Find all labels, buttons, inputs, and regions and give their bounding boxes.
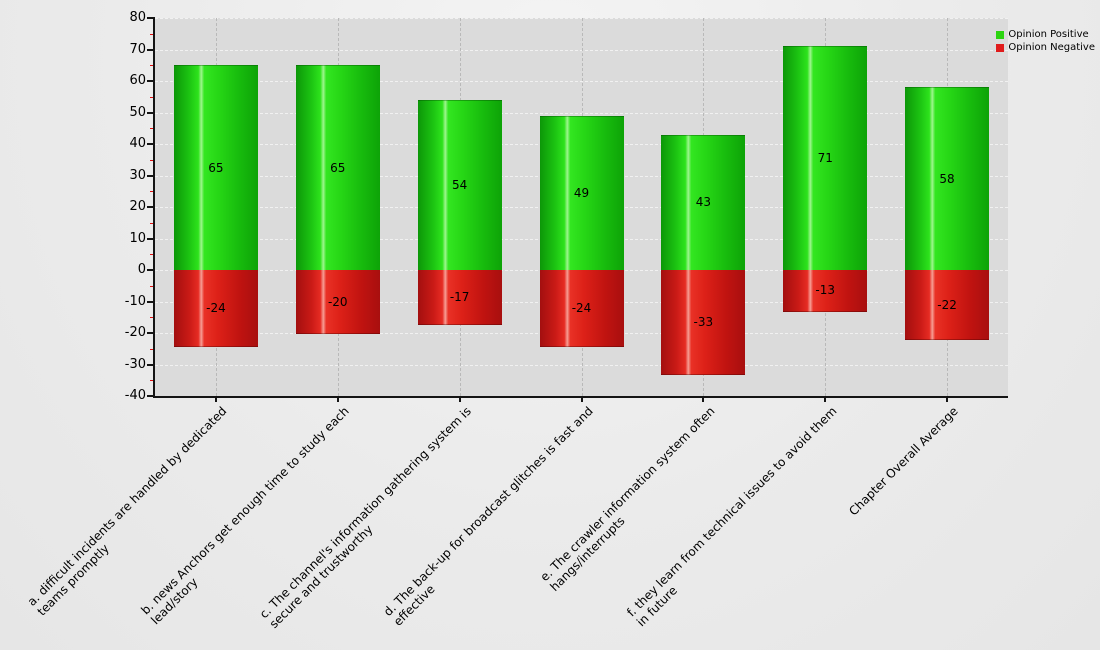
x-axis-tick — [946, 398, 949, 402]
y-axis-minor-tick — [150, 33, 155, 35]
x-category-label: d. The back-up for broadcast glitches is… — [380, 404, 596, 629]
bar-negative-segment — [295, 270, 380, 334]
y-axis-minor-tick — [150, 317, 155, 319]
y-axis-tick-label: 50 — [129, 104, 146, 120]
bar-negative-segment — [783, 270, 868, 312]
x-axis-tick — [580, 398, 583, 402]
bar-value-label: 49 — [573, 185, 590, 200]
bar-value-label: 65 — [208, 160, 224, 175]
y-axis-tick-label: 80 — [129, 10, 146, 25]
y-axis-major-tick — [147, 143, 155, 145]
x-category-label: b. news Anchors get enough time to study… — [138, 404, 352, 628]
y-axis-minor-tick — [150, 285, 155, 287]
y-axis-tick-label: -20 — [124, 325, 146, 340]
bar-value-label: 71 — [817, 151, 833, 166]
bar-negative-segment — [539, 270, 624, 347]
bar-negative-segment — [661, 270, 746, 375]
y-axis-minor-tick — [150, 348, 155, 350]
y-axis-tick-label: 60 — [129, 73, 146, 88]
y-axis-minor-tick — [150, 128, 155, 130]
y-axis-major-tick — [147, 48, 155, 51]
bar-value-label: -17 — [449, 289, 470, 304]
bar-value-label: -24 — [206, 300, 226, 315]
y-axis-tick-label: 40 — [129, 136, 146, 151]
legend: Opinion Positive Opinion Negative — [996, 29, 1095, 53]
y-axis-minor-tick — [150, 380, 155, 382]
legend-label-negative: Opinion Negative — [1008, 42, 1095, 53]
bar-value-label: 65 — [330, 160, 346, 175]
bar-value-label: -13 — [815, 283, 835, 298]
y-axis-major-tick — [147, 80, 155, 82]
y-axis-minor-tick — [150, 159, 155, 161]
bar-positive-segment — [783, 46, 868, 271]
y-axis-major-tick — [147, 111, 155, 114]
bar-value-label: -22 — [937, 297, 957, 312]
y-axis-major-tick — [147, 206, 155, 208]
y-axis-tick-label: -10 — [124, 293, 146, 309]
x-axis-tick — [336, 398, 339, 402]
y-axis-minor-tick — [150, 254, 155, 256]
y-axis-tick-label: -30 — [124, 356, 146, 372]
y-axis-tick-label: 0 — [137, 262, 146, 277]
bar-positive-segment — [173, 65, 258, 271]
bar-positive-segment — [905, 87, 990, 271]
legend-item-negative: Opinion Negative — [996, 42, 1095, 53]
legend-label-positive: Opinion Positive — [1008, 29, 1089, 40]
x-axis-tick — [458, 398, 461, 402]
x-axis-line — [153, 396, 1008, 398]
y-axis-major-tick — [147, 237, 155, 240]
legend-item-positive: Opinion Positive — [996, 29, 1095, 40]
y-axis-major-tick — [147, 269, 155, 271]
legend-swatch-positive-icon — [996, 30, 1005, 39]
bar-value-label: -20 — [327, 294, 348, 309]
y-axis-minor-tick — [150, 96, 155, 98]
x-axis-tick — [824, 398, 827, 402]
bar-value-label: 43 — [695, 195, 711, 210]
y-axis-major-tick — [147, 332, 155, 334]
y-axis-tick-label: 30 — [129, 167, 146, 183]
y-axis-tick-label: 10 — [129, 230, 146, 246]
x-category-label: c. The channel's information gathering s… — [256, 404, 474, 632]
bar-value-label: -33 — [693, 314, 714, 329]
x-axis-tick — [214, 398, 217, 402]
bar-negative-segment — [417, 270, 502, 325]
y-axis-minor-tick — [150, 65, 155, 67]
x-category-label: Chapter Overall Average — [846, 404, 961, 519]
bar-value-label: 58 — [939, 171, 955, 186]
y-axis-major-tick — [147, 395, 155, 397]
bar-positive-segment — [661, 134, 746, 271]
y-axis-major-tick — [147, 363, 155, 366]
x-category-label: a. difficult incidents are handled by de… — [25, 404, 230, 619]
bar-value-label: 54 — [452, 177, 468, 192]
y-axis-minor-tick — [150, 222, 155, 224]
bar-positive-segment — [417, 99, 502, 271]
y-axis-line — [153, 17, 155, 398]
y-axis-major-tick — [147, 174, 155, 177]
y-axis-tick-label: -40 — [124, 388, 146, 403]
y-axis-tick-label: 20 — [129, 199, 146, 214]
bar-positive-segment — [539, 115, 624, 271]
x-axis-tick — [702, 398, 705, 402]
y-axis-major-tick — [147, 300, 155, 303]
y-axis-major-tick — [147, 17, 155, 19]
y-axis-tick-label: 70 — [129, 41, 146, 57]
bar-positive-segment — [295, 65, 380, 271]
x-category-label: f. they learn from technical issues to a… — [623, 404, 840, 630]
legend-swatch-negative-icon — [996, 43, 1005, 52]
y-axis-minor-tick — [150, 191, 155, 193]
bar-negative-segment — [905, 270, 990, 341]
bar-value-label: -24 — [571, 300, 592, 315]
bar-negative-segment — [173, 270, 258, 347]
